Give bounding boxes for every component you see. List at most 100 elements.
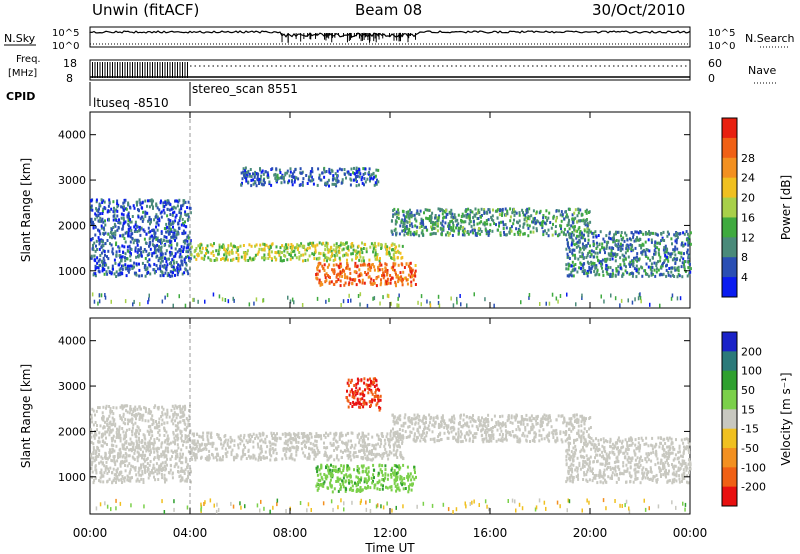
echo-cell bbox=[331, 472, 334, 476]
echo-cell bbox=[574, 216, 577, 220]
echo-cell bbox=[308, 452, 310, 456]
echo-cell bbox=[178, 405, 181, 408]
echo-cell bbox=[393, 207, 396, 211]
echo-cell bbox=[406, 227, 408, 231]
echo-cell bbox=[127, 217, 130, 221]
echo-cell bbox=[163, 465, 166, 469]
echo-cell bbox=[92, 245, 95, 249]
echo-cell bbox=[271, 242, 274, 246]
echo-cell bbox=[333, 268, 336, 272]
echo-cell bbox=[105, 406, 107, 410]
echo-cell bbox=[179, 252, 182, 256]
echo-cell bbox=[519, 233, 521, 237]
echo-cell bbox=[571, 260, 574, 264]
echo-cell bbox=[404, 227, 407, 231]
echo-cell bbox=[134, 249, 137, 253]
echo-cell bbox=[361, 281, 364, 285]
echo-cell bbox=[345, 241, 347, 245]
echo-cell bbox=[676, 234, 679, 237]
echo-cell bbox=[280, 176, 283, 180]
echo-cell bbox=[216, 458, 218, 462]
echo-cell bbox=[133, 451, 136, 455]
echo-cell bbox=[118, 427, 121, 431]
echo-cell bbox=[450, 228, 453, 232]
echo-cell bbox=[295, 245, 298, 249]
echo-cell bbox=[226, 258, 229, 262]
colorbar-segment bbox=[722, 217, 737, 238]
echo-cell bbox=[472, 231, 475, 235]
echo-cell bbox=[264, 441, 267, 445]
echo-cell bbox=[336, 245, 339, 249]
echo-cell bbox=[683, 263, 685, 266]
echo-cell bbox=[158, 471, 161, 475]
echo-cell bbox=[90, 413, 93, 417]
echo-cell bbox=[483, 211, 486, 215]
echo-cell bbox=[158, 240, 161, 243]
echo-cell bbox=[160, 247, 163, 251]
echo-cell bbox=[140, 473, 143, 477]
echo-cell bbox=[430, 225, 433, 229]
echo-cell bbox=[262, 172, 265, 176]
echo-cell bbox=[466, 230, 469, 233]
echo-cell bbox=[148, 410, 151, 414]
echo-cell bbox=[240, 457, 243, 461]
echo-cell bbox=[254, 244, 257, 248]
echo-cell bbox=[101, 239, 104, 243]
echo-cell bbox=[616, 245, 619, 249]
echo-cell bbox=[190, 245, 193, 249]
echo-cell bbox=[364, 243, 367, 246]
echo-cell bbox=[307, 178, 310, 182]
echo-cell bbox=[92, 456, 95, 460]
echo-cell bbox=[131, 266, 134, 270]
echo-cell bbox=[116, 467, 119, 471]
echo-cell bbox=[119, 462, 122, 466]
echo-cell bbox=[99, 263, 102, 267]
echo-cell bbox=[181, 455, 184, 459]
echo-cell bbox=[437, 207, 440, 211]
echo-cell bbox=[525, 219, 528, 223]
echo-cell bbox=[104, 231, 107, 235]
echo-cell bbox=[250, 244, 253, 248]
echo-cell bbox=[333, 253, 336, 257]
echo-cell bbox=[127, 234, 130, 238]
echo-cell bbox=[98, 431, 101, 435]
echo-cell bbox=[304, 248, 307, 252]
echo-cell bbox=[394, 280, 397, 284]
echo-cell bbox=[421, 232, 424, 236]
echo-cell bbox=[654, 252, 657, 256]
echo-cell bbox=[130, 220, 133, 224]
echo-cell bbox=[680, 265, 683, 269]
echo-cell bbox=[110, 423, 113, 427]
echo-cell bbox=[161, 476, 164, 480]
echo-cell bbox=[453, 213, 456, 217]
echo-cell bbox=[131, 430, 134, 433]
echo-cell bbox=[355, 180, 358, 183]
echo-cell bbox=[471, 210, 474, 214]
echo-cell bbox=[583, 247, 585, 251]
echo-cell bbox=[243, 453, 246, 457]
echo-cell bbox=[95, 455, 98, 459]
echo-cell bbox=[586, 274, 589, 278]
echo-cell bbox=[356, 170, 359, 173]
echo-cell bbox=[428, 208, 431, 212]
echo-cell bbox=[249, 168, 252, 171]
echo-cell bbox=[240, 183, 243, 187]
colorbar-segment bbox=[722, 118, 737, 139]
echo-cell bbox=[252, 257, 254, 261]
echo-cell bbox=[430, 220, 433, 224]
echo-cell bbox=[97, 269, 100, 273]
freq-label-2: [MHz] bbox=[8, 68, 37, 79]
echo-cell bbox=[588, 249, 591, 253]
echo-cell bbox=[176, 243, 179, 247]
echo-cell bbox=[304, 252, 307, 256]
echo-cell bbox=[358, 171, 361, 175]
echo-cell bbox=[568, 218, 570, 222]
echo-cell bbox=[283, 180, 286, 184]
clutter-cell bbox=[232, 296, 234, 301]
echo-cell bbox=[127, 222, 130, 226]
echo-cell bbox=[688, 266, 691, 270]
echo-cell bbox=[121, 267, 124, 271]
echo-cell bbox=[191, 432, 194, 436]
echo-cell bbox=[168, 471, 171, 475]
echo-cell bbox=[126, 464, 129, 468]
